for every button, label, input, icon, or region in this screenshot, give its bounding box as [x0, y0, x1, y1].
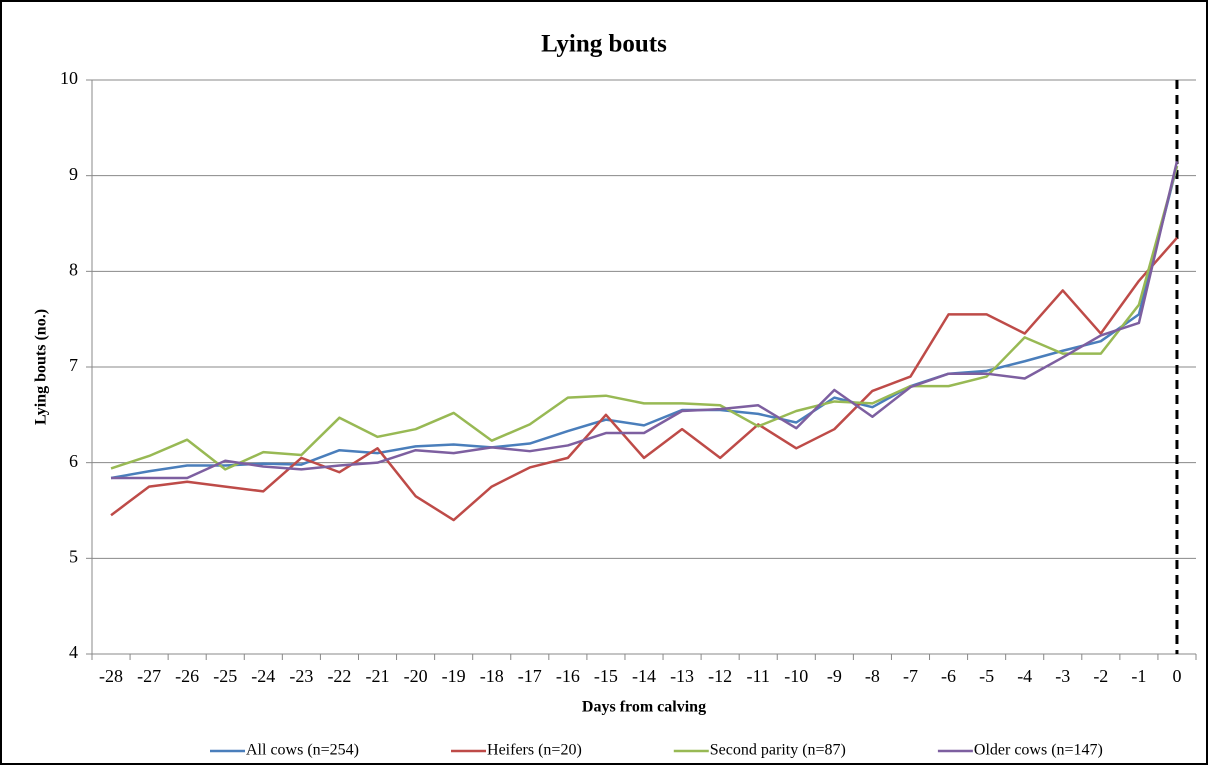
x-tick-label: -4: [1017, 666, 1032, 686]
x-tick-label: -17: [518, 666, 542, 686]
x-tick-label: -16: [556, 666, 580, 686]
y-tick-label: 9: [69, 164, 78, 184]
x-tick-label: -15: [594, 666, 618, 686]
x-tick-label: -1: [1131, 666, 1146, 686]
x-tick-label: 0: [1172, 666, 1181, 686]
x-tick-label: -3: [1055, 666, 1070, 686]
y-tick-label: 7: [69, 355, 78, 375]
x-tick-label: -6: [941, 666, 956, 686]
x-tick-label: -25: [213, 666, 237, 686]
x-tick-label: -20: [404, 666, 428, 686]
series-line: [111, 161, 1179, 480]
x-tick-label: -10: [784, 666, 808, 686]
x-tick-label: -13: [670, 666, 694, 686]
series-line: [110, 165, 1179, 471]
legend-label: All cows (n=254): [246, 742, 359, 759]
legend-label: Heifers (n=20): [487, 742, 582, 759]
x-tick-label: -5: [979, 666, 994, 686]
legend-label: Second parity (n=87): [710, 742, 846, 759]
y-tick-label: 4: [69, 642, 78, 662]
y-tick-label: 8: [69, 259, 78, 279]
y-axis-label: Lying bouts (no.): [33, 309, 50, 425]
legend-label: Older cows (n=147): [974, 742, 1103, 759]
x-tick-label: -8: [865, 666, 880, 686]
x-tick-label: -19: [442, 666, 466, 686]
x-tick-label: -18: [480, 666, 504, 686]
x-tick-label: -11: [747, 666, 770, 686]
series-line: [110, 165, 1179, 480]
y-tick-label: 6: [69, 451, 78, 471]
x-tick-label: -24: [251, 666, 275, 686]
x-tick-label: -21: [366, 666, 390, 686]
y-tick-label: 5: [69, 546, 78, 566]
x-tick-label: -26: [175, 666, 199, 686]
y-tick-label: 10: [60, 68, 78, 88]
x-tick-label: -7: [903, 666, 918, 686]
x-tick-label: -14: [632, 666, 656, 686]
x-tick-label: -27: [137, 666, 161, 686]
x-axis-label: Days from calving: [582, 699, 706, 716]
x-tick-label: -23: [289, 666, 313, 686]
x-tick-label: -2: [1093, 666, 1108, 686]
x-tick-label: -12: [708, 666, 732, 686]
x-tick-label: -28: [99, 666, 123, 686]
x-tick-label: -22: [327, 666, 351, 686]
x-tick-label: -9: [827, 666, 842, 686]
chart-title: Lying bouts: [541, 31, 667, 58]
